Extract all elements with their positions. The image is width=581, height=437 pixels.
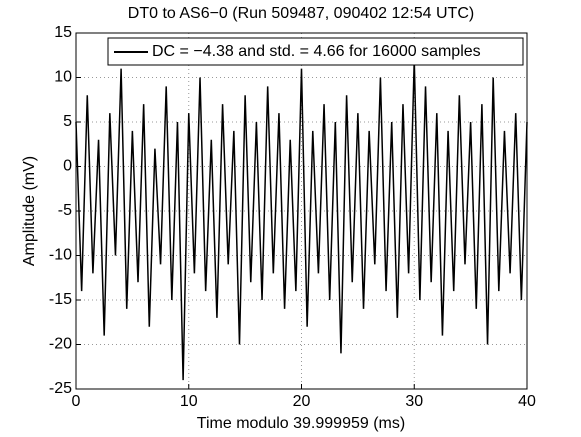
chart-title: DT0 to AS6−0 (Run 509487, 090402 12:54 U…: [128, 5, 474, 22]
x-tick-label: 20: [293, 393, 311, 410]
y-tick-label: 5: [63, 113, 72, 130]
y-tick-label: -20: [49, 336, 72, 353]
x-tick-label: 30: [405, 393, 423, 410]
y-tick-label: 15: [54, 24, 72, 41]
y-tick-label: -15: [49, 291, 72, 308]
x-tick-label: 10: [180, 393, 198, 410]
legend-box: [107, 37, 524, 66]
x-tick-label: 0: [72, 393, 81, 410]
y-tick-label: -25: [49, 380, 72, 397]
legend-label: DC = −4.38 and std. = 4.66 for 16000 sam…: [152, 43, 481, 60]
x-axis-label: Time modulo 39.999959 (ms): [197, 415, 405, 432]
y-tick-label: -10: [49, 247, 72, 264]
x-tick-label: 40: [518, 393, 536, 410]
y-tick-label: 10: [54, 69, 72, 86]
signal-line: [75, 59, 528, 381]
y-tick-label: 0: [63, 158, 72, 175]
plot-frame: [75, 32, 528, 390]
y-tick-label: -5: [58, 202, 72, 219]
y-axis-label: Amplitude (mV): [21, 156, 38, 266]
